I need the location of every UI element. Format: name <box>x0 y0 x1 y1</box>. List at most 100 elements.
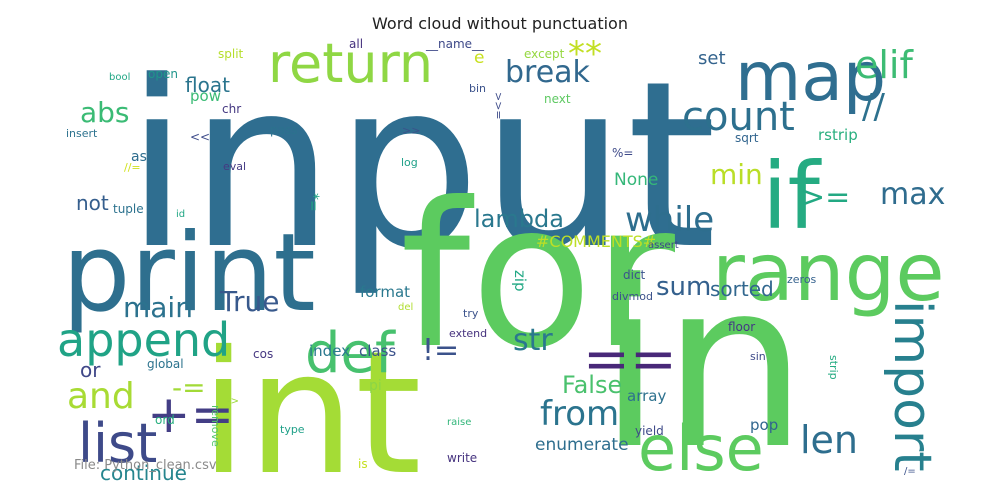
word-38: continue <box>100 461 187 485</box>
word-62: chr <box>222 102 241 116</box>
word-42: or <box>80 358 101 382</box>
word-30: max <box>880 177 945 212</box>
word-7: map <box>735 38 886 117</box>
word-10: append <box>57 313 230 367</box>
word-25: >= <box>800 180 850 215</box>
file-label: File: Python_clean.csv <box>74 458 217 473</box>
word-0: input <box>125 33 717 300</box>
word-34: sorted <box>710 277 774 301</box>
word-89: del <box>398 302 413 313</box>
word-41: not <box>76 191 109 215</box>
word-16: count <box>682 94 795 140</box>
word-8: return <box>268 32 433 95</box>
word-56: all <box>349 37 363 51</box>
word-37: -= <box>172 371 206 404</box>
word-93: type <box>280 423 305 436</box>
word-26: main <box>123 291 193 324</box>
word-18: from <box>540 394 619 434</box>
word-52: zip <box>511 270 529 292</box>
word-75: tuple <box>113 202 144 216</box>
word-19: len <box>800 418 858 462</box>
word-27: True <box>219 285 279 318</box>
word-67: >> <box>402 124 420 137</box>
word-59: e <box>474 48 484 68</box>
word-99: >>= <box>492 92 505 120</box>
word-46: index <box>309 342 350 360</box>
word-2: in <box>598 233 808 500</box>
word-1: for <box>400 160 676 393</box>
word-20: += <box>147 385 234 445</box>
word-69: bool <box>109 72 130 83</box>
word-31: min <box>710 158 763 191</box>
word-96: write <box>447 451 477 465</box>
word-86: pi <box>369 378 382 394</box>
chart-title: Word cloud without punctuation <box>372 14 628 33</box>
word-3: int <box>200 315 422 500</box>
word-64: open <box>148 67 178 81</box>
word-95: yield <box>635 424 664 438</box>
word-55: split <box>218 47 244 61</box>
word-61: sqrt <box>735 131 759 145</box>
word-47: class <box>359 342 396 360</box>
word-73: //= <box>124 161 141 174</box>
word-13: list <box>78 412 157 475</box>
word-32: abs <box>80 96 130 129</box>
word-72: log <box>401 156 418 169</box>
word-90: ord <box>155 413 175 427</box>
word-63: pass <box>270 123 297 137</box>
word-83: extend <box>449 327 487 340</box>
word-45: #COMMENTS# <box>536 232 656 251</box>
word-80: divmod <box>612 290 653 303</box>
word-43: set <box>698 48 726 69</box>
word-15: elif <box>855 43 914 87</box>
word-49: pop <box>750 416 778 434</box>
word-39: float <box>185 73 230 97</box>
word-65: bin <box>469 82 486 95</box>
word-9: def <box>305 321 396 386</box>
word-14: == <box>583 327 677 392</box>
word-28: sum <box>656 272 711 302</box>
word-85: cos <box>253 347 273 361</box>
word-82: try <box>463 307 479 320</box>
word-11: import <box>882 300 942 472</box>
word-22: and <box>67 376 135 417</box>
word-54: as <box>131 149 147 165</box>
word-12: else <box>638 412 764 485</box>
word-57: __name__ <box>425 37 485 51</box>
word-24: // <box>862 87 885 127</box>
word-66: << <box>190 130 210 144</box>
word-53: pow <box>190 87 221 105</box>
word-94: raise <box>447 417 471 428</box>
word-77: dict <box>623 268 646 282</box>
word-91: remove <box>209 405 222 447</box>
word-78: assert <box>648 240 679 251</box>
word-29: str <box>513 323 553 358</box>
word-97: is <box>358 457 368 471</box>
word-5: if <box>762 143 823 250</box>
word-33: lambda <box>474 205 564 233</box>
word-17: while <box>625 200 714 240</box>
word-35: != <box>422 333 459 368</box>
word-84: global <box>147 357 184 371</box>
word-40: enumerate <box>535 435 629 455</box>
word-81: floor <box>728 320 755 334</box>
word-70: %= <box>612 146 633 160</box>
word-48: format <box>360 283 410 301</box>
word-79: zeros <box>787 273 817 286</box>
word-68: insert <box>66 127 98 140</box>
word-74: *= <box>305 193 321 212</box>
word-98: /= <box>904 466 916 477</box>
word-71: eval <box>223 160 246 173</box>
word-6: range <box>712 226 945 319</box>
word-76: id <box>176 209 185 220</box>
word-44: None <box>614 170 658 190</box>
word-88: strip <box>827 355 840 380</box>
word-60: next <box>544 92 571 106</box>
word-51: rstrip <box>818 126 858 144</box>
word-36: False <box>562 371 622 399</box>
word-21: break <box>505 55 591 90</box>
word-92: -> <box>227 396 239 407</box>
word-4: print <box>62 211 316 336</box>
word-23: ** <box>568 34 602 74</box>
